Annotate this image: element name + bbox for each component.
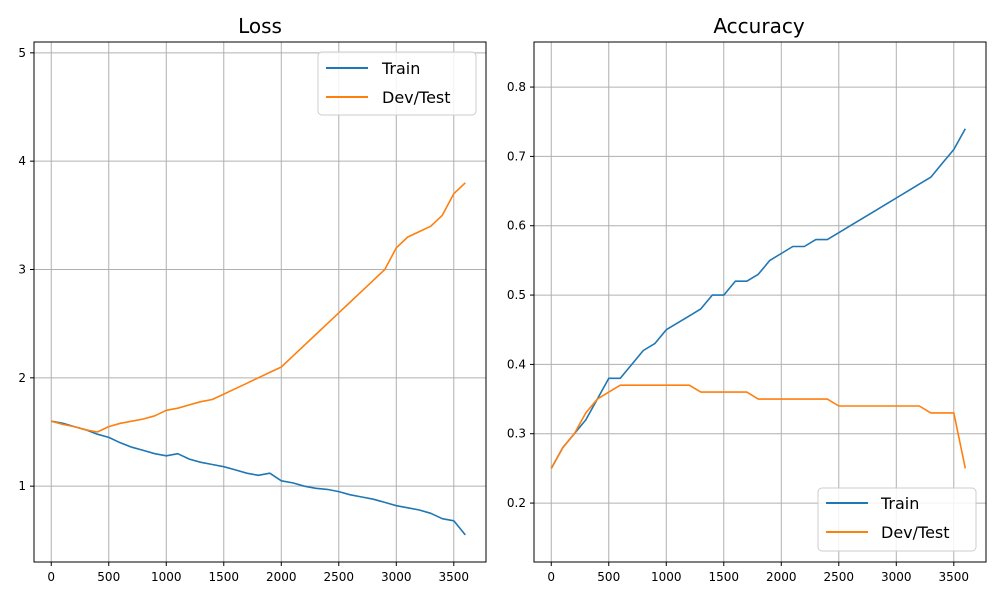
loss-xtick-label-7: 3500 <box>439 570 470 584</box>
accuracy-legend-train-label: Train <box>880 494 919 513</box>
accuracy-ytick-label-0: 0.2 <box>507 496 526 510</box>
loss-ytick-label-3: 4 <box>18 154 26 168</box>
loss-xtick-label-4: 2000 <box>266 570 297 584</box>
loss-xtick-label-6: 3000 <box>381 570 412 584</box>
accuracy-xtick-label-2: 1000 <box>651 570 682 584</box>
accuracy-legend-dev-test-label: Dev/Test <box>881 523 950 542</box>
accuracy-series <box>550 128 967 469</box>
loss-ytick-label-2: 3 <box>18 263 26 277</box>
loss-ytick-label-4: 5 <box>18 46 26 60</box>
loss-title: Loss <box>238 14 282 38</box>
loss-axes-frame <box>33 41 487 563</box>
loss-series <box>51 182 466 536</box>
accuracy-grid <box>534 42 986 562</box>
accuracy-ytick-label-4: 0.6 <box>507 219 526 233</box>
loss-xtick-label-3: 1500 <box>208 570 239 584</box>
loss-legend-train-label: Train <box>381 59 420 78</box>
accuracy-xtick-label-6: 3000 <box>881 570 912 584</box>
accuracy-xtick-label-5: 2500 <box>824 570 855 584</box>
loss-xtick-label-1: 500 <box>97 570 120 584</box>
accuracy-title: Accuracy <box>713 14 804 38</box>
loss-legend-dev-test-label: Dev/Test <box>382 88 451 107</box>
accuracy-xtick-label-1: 500 <box>597 570 620 584</box>
loss-grid <box>34 42 486 562</box>
loss-ytick-label-0: 1 <box>18 479 26 493</box>
accuracy-ytick-label-5: 0.7 <box>507 149 526 163</box>
accuracy-ticks: 0 500 1000 1500 2000 2500 3000 3500 0.2 0.3 0.4 0.5… <box>507 80 969 584</box>
accuracy-xtick-label-4: 2000 <box>766 570 797 584</box>
accuracy-series-line-train <box>550 128 967 469</box>
loss-xtick-label-0: 0 <box>47 570 55 584</box>
loss-ytick-label-1: 2 <box>18 371 26 385</box>
accuracy-axes-frame <box>533 41 987 563</box>
loss-panel: Loss 0 500 1000 1500 2000 2500 3000 3500 1 2 3 4 5 T… <box>18 14 487 584</box>
loss-series-line-dev-test <box>51 182 466 433</box>
accuracy-xtick-label-7: 3500 <box>939 570 970 584</box>
accuracy-xtick-label-0: 0 <box>547 570 555 584</box>
accuracy-ytick-label-6: 0.8 <box>507 80 526 94</box>
accuracy-ytick-label-1: 0.3 <box>507 427 526 441</box>
loss-ticks: 0 500 1000 1500 2000 2500 3000 3500 1 2 3 4 5 <box>18 46 469 584</box>
accuracy-ytick-label-2: 0.4 <box>507 357 526 371</box>
accuracy-series-line-dev-test <box>550 384 967 469</box>
loss-xtick-label-5: 2500 <box>324 570 355 584</box>
accuracy-xtick-label-3: 1500 <box>708 570 739 584</box>
accuracy-ytick-label-3: 0.5 <box>507 288 526 302</box>
loss-series-line-train <box>51 420 466 536</box>
accuracy-legend: Train Dev/Test <box>817 487 977 552</box>
loss-xtick-label-2: 1000 <box>151 570 182 584</box>
accuracy-panel: Accuracy 0 500 1000 1500 2000 2500 3000 3500 0.2… <box>507 14 987 584</box>
loss-legend: Train Dev/Test <box>317 51 477 116</box>
